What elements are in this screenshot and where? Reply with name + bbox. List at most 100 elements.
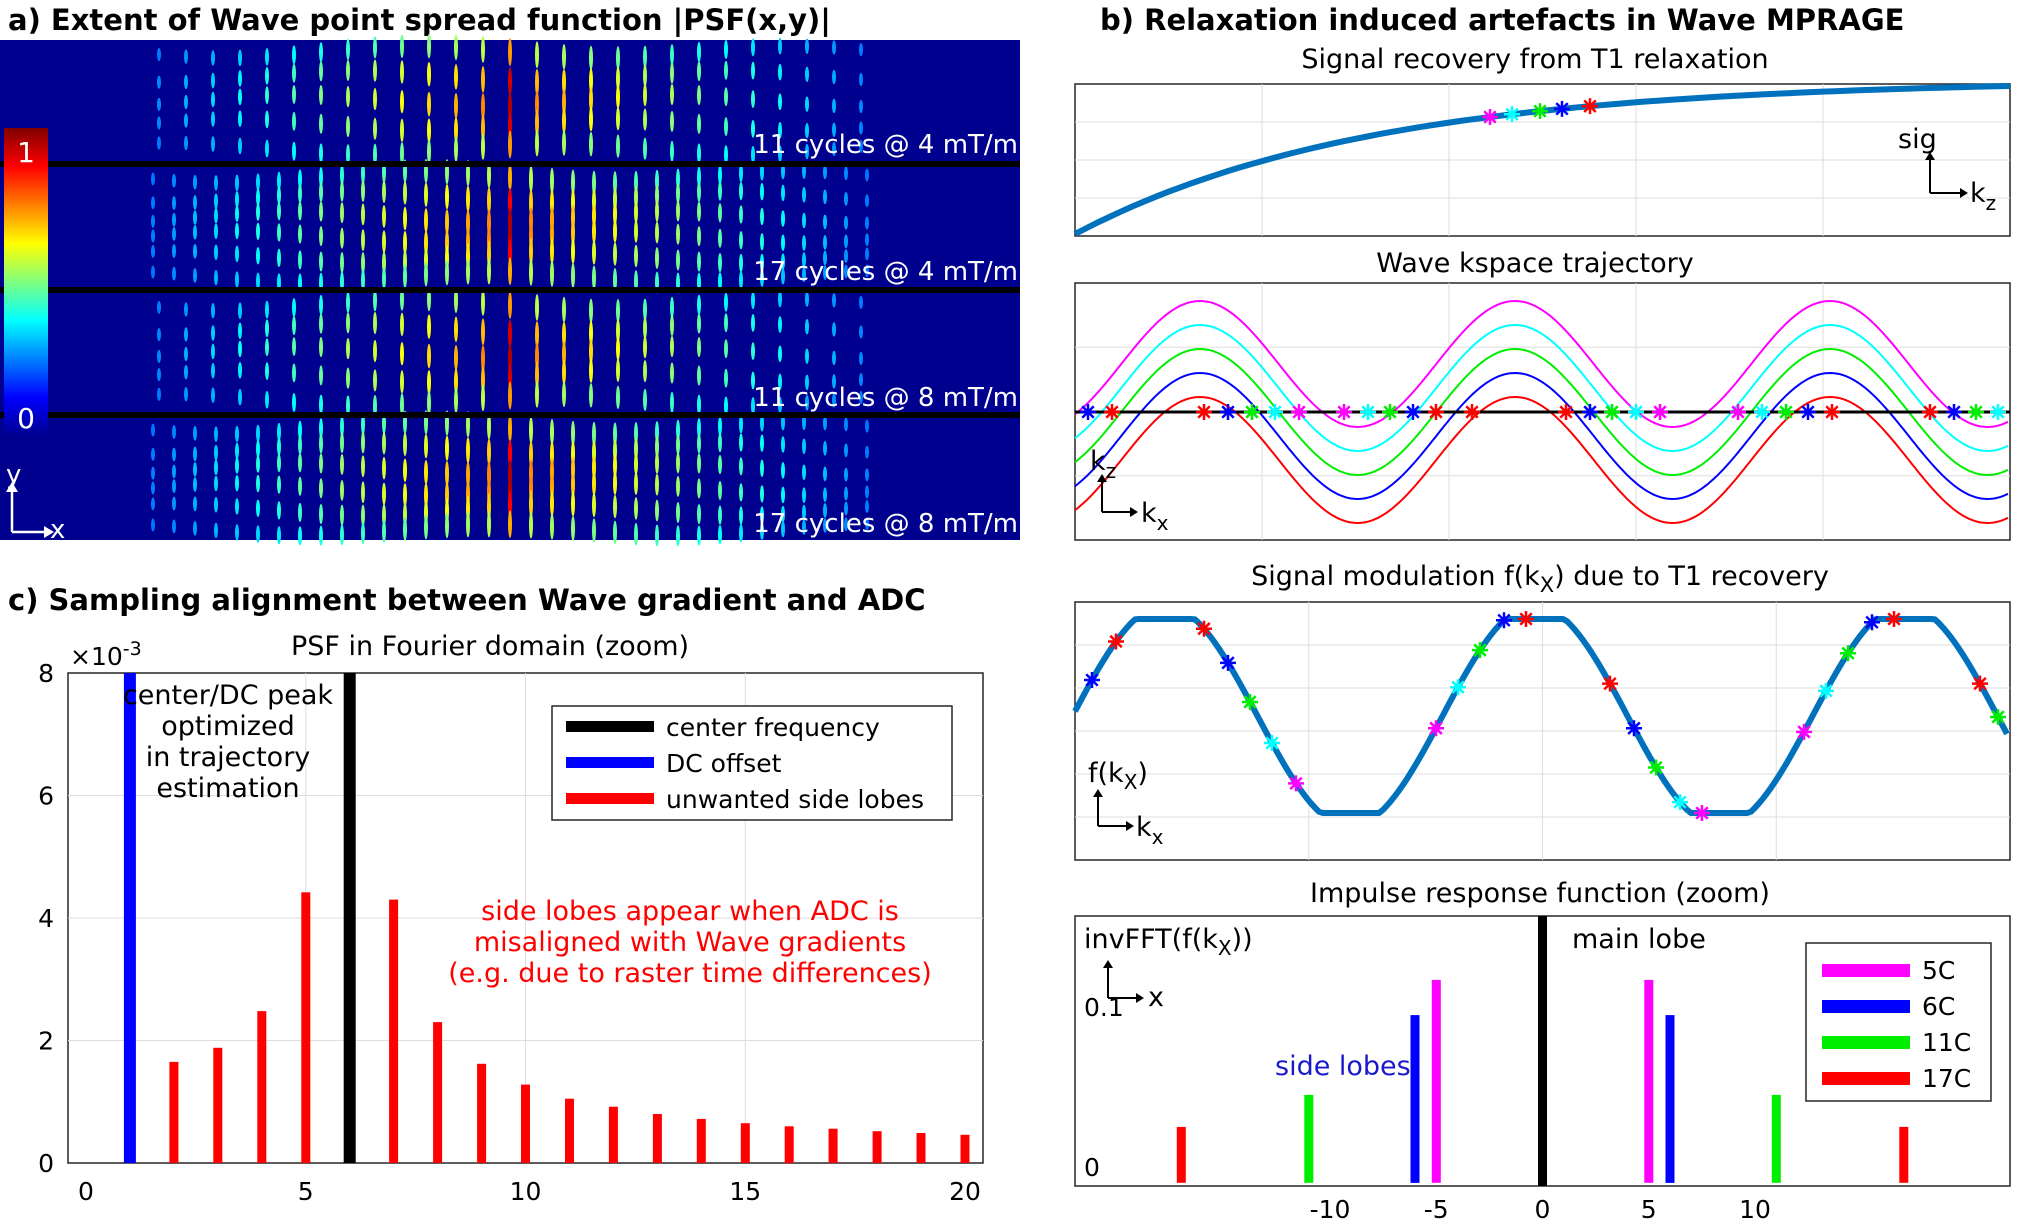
psf-spot <box>844 166 848 181</box>
psf-spot <box>529 490 533 518</box>
modulation-star-icon <box>1818 682 1834 699</box>
psf-spot <box>265 390 269 409</box>
irf-legend-swatch <box>1822 1036 1910 1049</box>
psf-spot <box>454 287 458 314</box>
psf-spot <box>562 130 566 156</box>
psf-spot <box>211 387 215 403</box>
psf-spot <box>655 247 659 269</box>
recovery-markers <box>1482 98 1598 125</box>
psf-spot <box>298 420 302 440</box>
psf-spot <box>427 91 431 117</box>
psf-spot <box>724 368 728 388</box>
psf-spot <box>616 46 620 70</box>
psf-spot <box>802 163 806 179</box>
psf-spot <box>361 269 365 292</box>
psf-spot <box>277 171 281 191</box>
psf-spot <box>193 224 197 240</box>
psf-spot <box>346 38 350 61</box>
psf-spot <box>865 500 869 513</box>
psf-spot <box>235 245 239 263</box>
psf-spot <box>238 340 242 358</box>
modulation-star-icon <box>1972 675 1988 692</box>
psf-spot <box>265 47 269 66</box>
kspace-star-icon <box>1824 404 1840 420</box>
psf-spot <box>859 72 863 87</box>
psf-spot <box>781 486 785 504</box>
psf-spot <box>724 39 728 59</box>
psf-spot <box>487 412 491 440</box>
modulation-y-arrow-icon <box>1093 789 1103 797</box>
modulation-star <box>1796 723 1812 740</box>
psf-spot <box>778 373 782 391</box>
kspace-star <box>1604 404 1620 420</box>
psf-spot <box>859 351 863 366</box>
psf-spot <box>823 250 827 266</box>
psf-spot <box>400 341 404 366</box>
psf-spot <box>319 453 323 474</box>
psf-spot <box>592 219 596 244</box>
psf-spot <box>340 432 344 454</box>
psf-spot <box>298 201 302 221</box>
psf-spot <box>802 187 806 203</box>
psf-spot <box>319 113 323 134</box>
psf-spot <box>235 474 239 492</box>
irf-main-lobe-label: main lobe <box>1572 924 1706 955</box>
fourier-side-annotation: side lobes appear when ADC is misaligned… <box>448 896 931 989</box>
kspace-star <box>1405 404 1421 420</box>
psf-spot <box>277 202 281 221</box>
modulation-x-arrow-icon <box>1126 821 1134 831</box>
psf-spot <box>778 63 782 81</box>
psf-spot <box>589 358 593 383</box>
psf-spot <box>643 64 647 87</box>
fourier-bar-dc-offset <box>123 673 136 1163</box>
fourier-y-tick-label: 6 <box>38 782 54 811</box>
psf-spot <box>214 459 218 476</box>
psf-spot <box>427 61 431 87</box>
psf-spot <box>238 302 242 320</box>
psf-spot <box>781 234 785 251</box>
psf-spot <box>724 292 728 312</box>
modulation-title: Signal modulation f(kX) due to T1 recove… <box>1251 561 1829 597</box>
psf-spot <box>535 129 539 157</box>
psf-spot <box>277 186 281 205</box>
psf-spot <box>151 172 155 186</box>
kspace-star-icon <box>1196 404 1212 420</box>
psf-spot <box>403 432 407 457</box>
psf-spot <box>277 475 281 494</box>
psf-spot <box>157 387 161 401</box>
psf-spot <box>634 522 638 546</box>
psf-spot <box>613 267 617 292</box>
psf-spot <box>481 36 485 63</box>
side-annotation-line-3: (e.g. due to raster time differences) <box>448 958 931 989</box>
psf-spot <box>589 320 593 346</box>
psf-spot <box>865 216 869 230</box>
psf-spot <box>400 34 404 59</box>
psf-spot <box>151 244 155 258</box>
irf-bar-11c <box>1304 1094 1314 1183</box>
psf-spot <box>844 501 848 516</box>
psf-spot <box>340 479 344 501</box>
fourier-plot: 0 5 10 15 20 0 2 4 6 8 ×10-3 center/DC peak optim… <box>38 638 984 1206</box>
colorbar: 1 0 <box>4 128 48 436</box>
fourier-bar-unwanted-side-lobes <box>696 1118 706 1163</box>
psf-spot <box>550 167 554 195</box>
fourier-x-tick-label: 15 <box>729 1177 761 1206</box>
psf-spot <box>655 499 659 522</box>
psf-spot <box>292 298 296 318</box>
psf-spot <box>865 233 869 247</box>
kspace-star <box>1291 404 1307 420</box>
psf-spot <box>193 268 197 283</box>
psf-spot <box>373 87 377 111</box>
kspace-star <box>1267 404 1283 420</box>
psf-spot <box>340 227 344 249</box>
psf-spot <box>832 141 836 157</box>
psf-spot <box>676 168 680 190</box>
panel-c-title: c) Sampling alignment between Wave gradi… <box>8 583 926 617</box>
psf-spot <box>778 290 782 308</box>
psf-spot <box>670 314 674 337</box>
psf-spot <box>550 513 554 540</box>
psf-spot <box>751 120 755 138</box>
modulation-star-icon <box>1990 708 2006 725</box>
psf-spot <box>238 88 242 106</box>
psf-spot <box>256 188 260 207</box>
